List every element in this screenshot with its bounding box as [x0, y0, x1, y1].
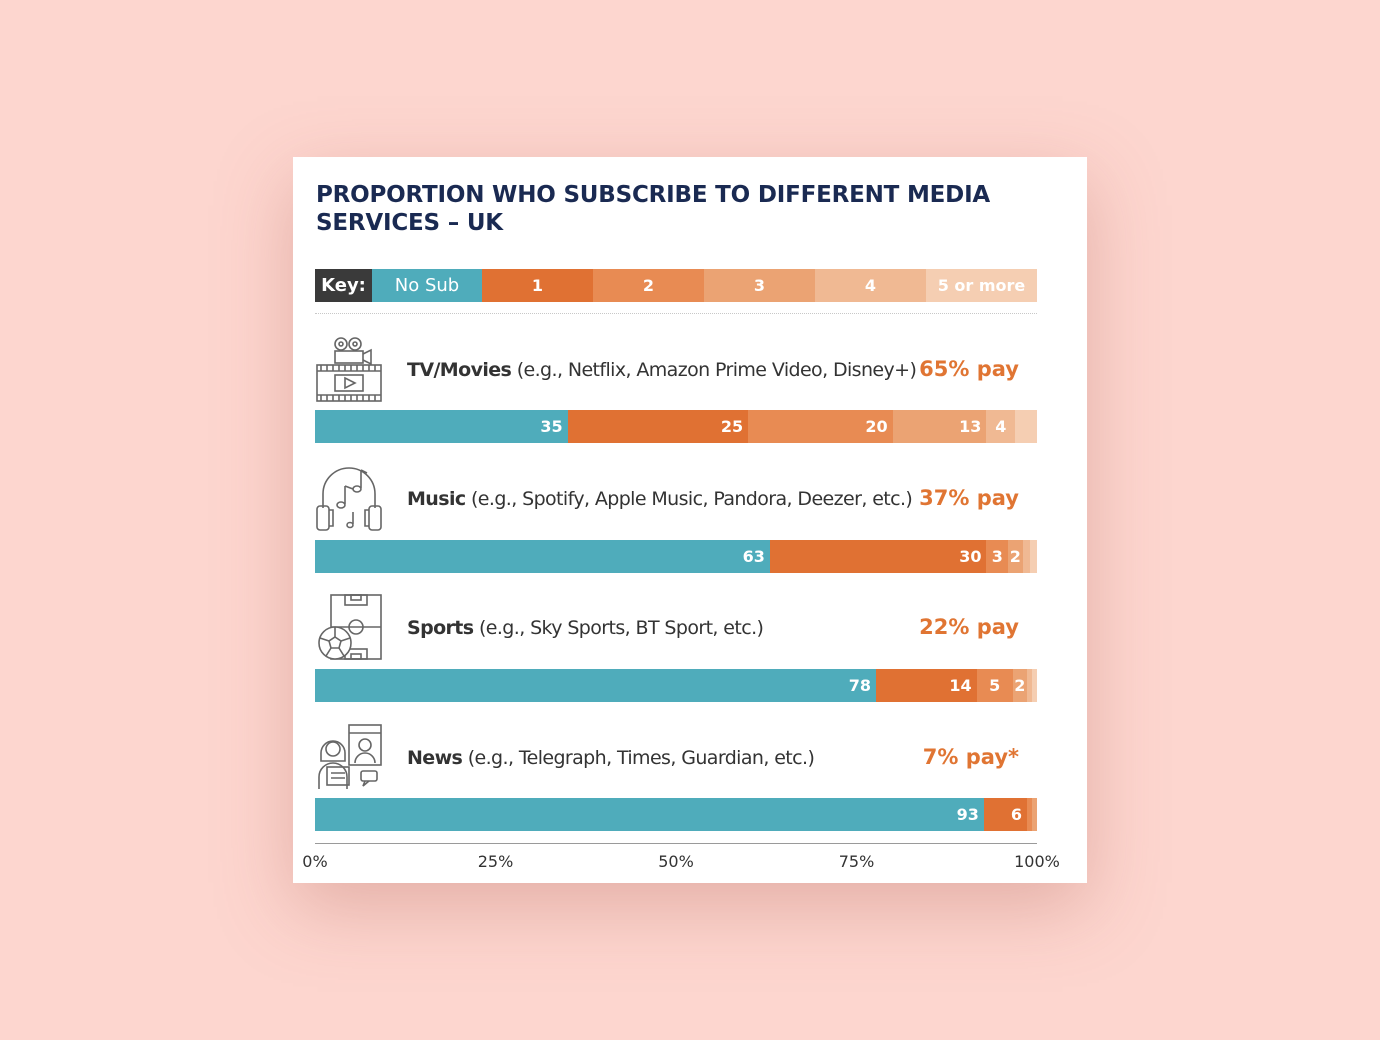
row-category: News: [407, 747, 463, 769]
headphones-music-icon: [316, 467, 382, 531]
row-category: Sports: [407, 617, 474, 639]
row-examples: (e.g., Spotify, Apple Music, Pandora, De…: [470, 488, 913, 510]
bar-news: 93 6: [315, 798, 1037, 831]
row-category: TV/Movies: [407, 359, 512, 381]
legend-item-2: 2: [593, 269, 704, 302]
bar-segment-5-or-more: [1032, 669, 1037, 702]
legend-item-no-sub: No Sub: [372, 269, 482, 302]
row-examples: (e.g., Telegraph, Times, Guardian, etc.): [467, 747, 815, 769]
bar-sports: 78 14 5 2: [315, 669, 1037, 702]
bar-segment-no-sub: 93: [315, 798, 984, 831]
bar-segment-1: 14: [875, 669, 977, 702]
bar-segment-no-sub: 35: [315, 410, 568, 443]
legend-title: Key:: [315, 269, 372, 302]
bar-segment-no-sub: 63: [315, 540, 770, 573]
x-tick-label: 50%: [658, 852, 694, 871]
row-label-tv-movies: TV/Movies (e.g., Netflix, Amazon Prime V…: [407, 359, 917, 381]
x-tick-label: 25%: [477, 852, 514, 871]
bar-tv-movies: 35 25 20 13 4: [315, 410, 1037, 443]
bar-segment-4: 4: [986, 410, 1016, 443]
row-label-sports: Sports (e.g., Sky Sports, BT Sport, etc.…: [407, 617, 764, 639]
bar-music: 63 30 3 2: [315, 540, 1037, 573]
legend-item-5-or-more: 5 or more: [926, 269, 1037, 302]
bar-segment-5-or-more: [1015, 410, 1037, 443]
bar-segment-4: [1027, 669, 1032, 702]
bar-segment-1: 30: [769, 540, 987, 573]
row-examples: (e.g., Sky Sports, BT Sport, etc.): [478, 617, 764, 639]
bar-segment-2: [1027, 798, 1032, 831]
row-pay-tv-movies: 65% pay: [919, 357, 1019, 381]
football-pitch-icon: [318, 594, 382, 660]
row-pay-news: 7% pay*: [922, 745, 1019, 769]
row-category: Music: [407, 488, 466, 510]
legend-item-1: 1: [482, 269, 593, 302]
bar-segment-2: 20: [748, 410, 893, 443]
x-tick-label: 100%: [1014, 852, 1060, 871]
bar-segment-3: 2: [1012, 669, 1027, 702]
chart-card: PROPORTION WHO SUBSCRIBE TO DIFFERENT ME…: [293, 157, 1087, 883]
bar-segment-3: [1032, 798, 1037, 831]
bar-segment-3: 2: [1008, 540, 1023, 573]
bar-segment-3: 13: [892, 410, 987, 443]
film-camera-icon: [316, 337, 382, 402]
x-tick-label: 75%: [838, 852, 875, 871]
row-examples: (e.g., Netflix, Amazon Prime Video, Disn…: [516, 359, 917, 381]
row-label-news: News (e.g., Telegraph, Times, Guardian, …: [407, 747, 815, 769]
newsreader-icon: [318, 724, 382, 789]
legend-item-4: 4: [815, 269, 926, 302]
row-label-music: Music (e.g., Spotify, Apple Music, Pando…: [407, 488, 913, 510]
bar-segment-2: 5: [976, 669, 1013, 702]
legend-divider: [315, 313, 1037, 314]
legend: Key: No Sub 1 2 3 4 5 or more: [315, 269, 1037, 302]
bar-segment-2: 3: [986, 540, 1009, 573]
row-pay-music: 37% pay: [919, 486, 1019, 510]
bar-segment-4: [1022, 540, 1030, 573]
bar-segment-5-or-more: [1029, 540, 1037, 573]
chart-title: PROPORTION WHO SUBSCRIBE TO DIFFERENT ME…: [316, 182, 991, 236]
bar-segment-no-sub: 78: [315, 669, 876, 702]
legend-item-3: 3: [704, 269, 815, 302]
x-axis-line: [315, 843, 1037, 844]
row-pay-sports: 22% pay: [919, 615, 1019, 639]
bar-segment-1: 25: [567, 410, 749, 443]
x-tick-label: 0%: [302, 852, 328, 871]
bar-segment-1: 6: [983, 798, 1027, 831]
